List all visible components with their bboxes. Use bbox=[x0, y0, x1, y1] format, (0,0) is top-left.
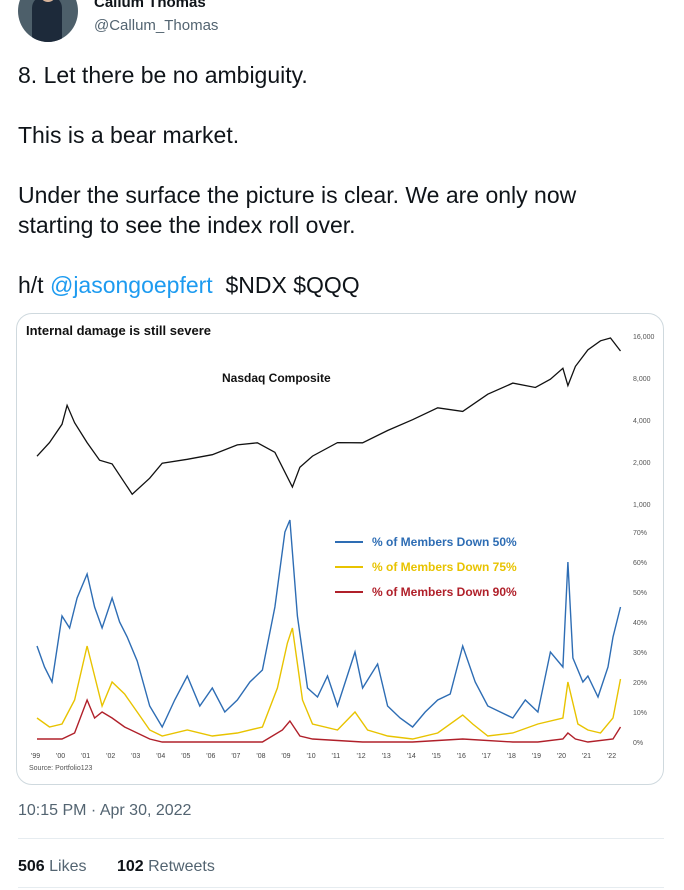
x-tick-label: '15 bbox=[432, 753, 441, 760]
x-tick-label: '16 bbox=[457, 753, 466, 760]
x-tick-label: '10 bbox=[306, 753, 315, 760]
nasdaq-series-line bbox=[36, 337, 622, 496]
y-tick-label: 16,000 bbox=[633, 334, 655, 341]
avatar-face bbox=[40, 0, 56, 2]
author-avatar[interactable] bbox=[18, 0, 78, 42]
ht-prefix: h/t bbox=[18, 272, 44, 298]
mention-link[interactable]: @jasongoepfert bbox=[49, 272, 213, 298]
tweet-line-1: 8. Let there be no ambiguity. bbox=[18, 62, 308, 88]
chart-image[interactable]: Internal damage is still severe Nasdaq C… bbox=[16, 313, 664, 785]
y-tick-label: 10% bbox=[633, 710, 647, 717]
x-tick-label: '18 bbox=[507, 753, 516, 760]
tweet-timestamp[interactable]: 10:15 PM · Apr 30, 2022 bbox=[18, 802, 192, 819]
avatar-body bbox=[32, 0, 62, 42]
y-tick-label: 70% bbox=[633, 530, 647, 537]
y-tick-label: 40% bbox=[633, 620, 647, 627]
x-tick-label: '21 bbox=[582, 753, 591, 760]
x-tick-label: '22 bbox=[607, 753, 616, 760]
tickers[interactable]: $NDX $QQQ bbox=[225, 272, 360, 298]
y-tick-label: 60% bbox=[633, 560, 647, 567]
author-name[interactable]: Callum Thomas bbox=[94, 0, 206, 11]
legend-label: % of Members Down 90% bbox=[372, 585, 517, 599]
series-line bbox=[36, 627, 622, 740]
x-tick-label: '05 bbox=[181, 753, 190, 760]
legend-label: % of Members Down 50% bbox=[372, 535, 517, 549]
retweets-count: 102 bbox=[116, 858, 144, 875]
x-tick-label: '17 bbox=[482, 753, 491, 760]
y-tick-label: 50% bbox=[633, 590, 647, 597]
x-tick-label: '02 bbox=[106, 753, 115, 760]
retweets-stat[interactable]: 102 Retweets bbox=[117, 858, 215, 875]
x-tick-label: '99 bbox=[31, 753, 40, 760]
x-tick-label: '03 bbox=[131, 753, 140, 760]
series-line bbox=[36, 519, 622, 729]
tweet-line-4: h/t @jasongoepfert $NDX $QQQ bbox=[18, 270, 658, 300]
y-tick-label: 8,000 bbox=[633, 376, 651, 383]
x-tick-label: '08 bbox=[256, 753, 265, 760]
y-tick-label: 30% bbox=[633, 650, 647, 657]
y-tick-label: 0% bbox=[633, 740, 643, 747]
x-tick-label: '13 bbox=[382, 753, 391, 760]
y-tick-label: 1,000 bbox=[633, 502, 651, 509]
divider bbox=[18, 838, 664, 839]
chart-source: Source: Portfolio123 bbox=[29, 765, 93, 772]
x-tick-label: '01 bbox=[81, 753, 90, 760]
x-tick-label: '14 bbox=[407, 753, 416, 760]
x-tick-label: '19 bbox=[532, 753, 541, 760]
tweet-line-3: Under the surface the picture is clear. … bbox=[18, 182, 577, 238]
x-tick-label: '04 bbox=[156, 753, 165, 760]
chart-title: Internal damage is still severe bbox=[26, 323, 211, 338]
author-handle[interactable]: @Callum_Thomas bbox=[94, 17, 219, 34]
tweet-stats: 506 Likes 102 Retweets bbox=[18, 858, 241, 876]
x-tick-label: '11 bbox=[332, 753, 341, 760]
x-tick-label: '00 bbox=[56, 753, 65, 760]
retweets-label: Retweets bbox=[148, 858, 215, 875]
chart-svg: Internal damage is still severe Nasdaq C… bbox=[26, 323, 655, 772]
y-tick-label: 2,000 bbox=[633, 460, 651, 467]
legend-label: % of Members Down 75% bbox=[372, 560, 517, 574]
nasdaq-label: Nasdaq Composite bbox=[222, 371, 331, 385]
likes-label: Likes bbox=[49, 858, 87, 875]
x-tick-label: '06 bbox=[206, 753, 215, 760]
divider bbox=[18, 887, 664, 888]
tweet-line-2: This is a bear market. bbox=[18, 122, 240, 148]
y-tick-label: 4,000 bbox=[633, 418, 651, 425]
x-tick-label: '07 bbox=[231, 753, 240, 760]
likes-count: 506 bbox=[18, 858, 45, 875]
x-tick-label: '09 bbox=[281, 753, 290, 760]
x-tick-label: '20 bbox=[557, 753, 566, 760]
tweet-text: 8. Let there be no ambiguity. This is a … bbox=[18, 60, 658, 330]
y-tick-label: 20% bbox=[633, 680, 647, 687]
x-tick-label: '12 bbox=[357, 753, 366, 760]
likes-stat[interactable]: 506 Likes bbox=[18, 858, 87, 875]
series-line bbox=[37, 698, 622, 743]
